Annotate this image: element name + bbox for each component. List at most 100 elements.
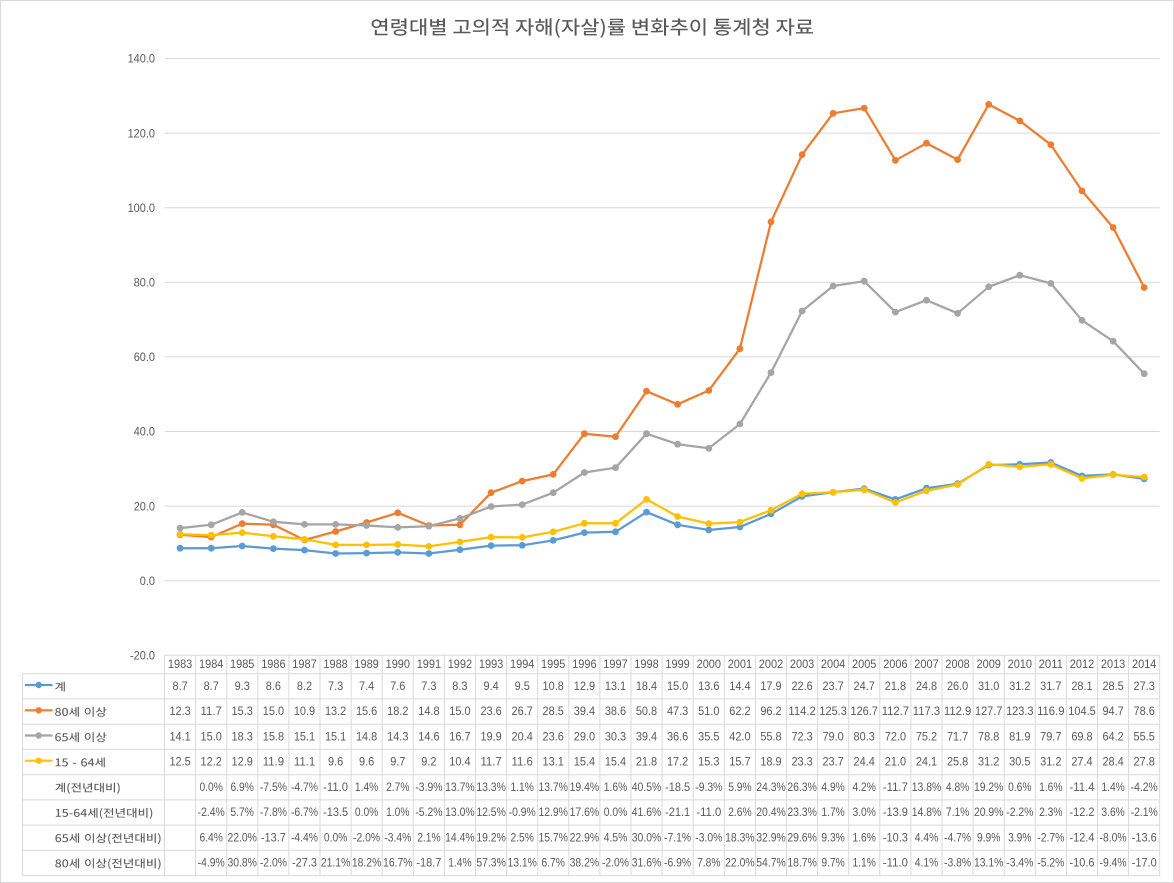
svg-text:14.8: 14.8 [356, 731, 377, 743]
svg-text:-7.5%: -7.5% [260, 782, 287, 794]
svg-text:15.8: 15.8 [263, 731, 284, 743]
svg-text:31.6%: 31.6% [632, 858, 662, 870]
svg-text:1992: 1992 [448, 659, 472, 671]
svg-text:26.0: 26.0 [947, 681, 968, 693]
svg-text:1989: 1989 [354, 659, 378, 671]
svg-text:24.8: 24.8 [916, 681, 937, 693]
svg-text:-11.4: -11.4 [1070, 782, 1096, 794]
svg-text:-2.0%: -2.0% [353, 832, 380, 844]
svg-text:18.3: 18.3 [232, 731, 253, 743]
svg-text:-3.8%: -3.8% [944, 858, 971, 870]
svg-text:17.2: 17.2 [667, 757, 688, 769]
svg-text:62.2: 62.2 [729, 706, 750, 718]
svg-text:2011: 2011 [1039, 659, 1063, 671]
svg-text:7.8%: 7.8% [697, 858, 720, 870]
svg-text:31.7: 31.7 [1040, 681, 1061, 693]
svg-text:80.3: 80.3 [854, 731, 875, 743]
svg-text:0.6%: 0.6% [1008, 782, 1031, 794]
svg-text:29.0: 29.0 [574, 731, 595, 743]
svg-text:7.1%: 7.1% [946, 807, 969, 819]
svg-text:15.7%: 15.7% [538, 832, 568, 844]
svg-text:1995: 1995 [541, 659, 565, 671]
svg-text:0.0%: 0.0% [200, 782, 223, 794]
svg-text:13.3%: 13.3% [476, 782, 506, 794]
svg-text:13.2: 13.2 [325, 706, 346, 718]
svg-text:9.3: 9.3 [235, 681, 250, 693]
svg-text:12.2: 12.2 [201, 757, 222, 769]
svg-text:28.4: 28.4 [1102, 757, 1124, 769]
svg-text:-7.1%: -7.1% [664, 832, 691, 844]
svg-text:-2.2%: -2.2% [1006, 807, 1033, 819]
svg-text:12.9: 12.9 [232, 757, 253, 769]
svg-text:14.6: 14.6 [418, 731, 439, 743]
svg-text:-5.2%: -5.2% [415, 807, 442, 819]
svg-text:22.0%: 22.0% [227, 832, 257, 844]
svg-text:-2.7%: -2.7% [1037, 832, 1064, 844]
svg-text:15.0: 15.0 [263, 706, 284, 718]
svg-text:79.0: 79.0 [822, 731, 843, 743]
svg-text:21.8: 21.8 [885, 681, 906, 693]
svg-text:2007: 2007 [914, 659, 938, 671]
svg-text:1988: 1988 [323, 659, 347, 671]
svg-text:19.9: 19.9 [480, 731, 501, 743]
svg-text:-0.9%: -0.9% [509, 807, 536, 819]
svg-text:-4.7%: -4.7% [944, 832, 971, 844]
svg-text:13.1: 13.1 [605, 681, 626, 693]
svg-text:15.0: 15.0 [201, 731, 222, 743]
svg-text:2005: 2005 [852, 659, 876, 671]
svg-text:117.3: 117.3 [913, 706, 940, 718]
svg-text:94.7: 94.7 [1102, 706, 1123, 718]
svg-text:78.8: 78.8 [978, 731, 999, 743]
svg-text:81.9: 81.9 [1009, 731, 1030, 743]
svg-text:1.4%: 1.4% [1101, 782, 1124, 794]
svg-text:-5.2%: -5.2% [1037, 858, 1064, 870]
svg-text:16.7: 16.7 [449, 731, 470, 743]
svg-text:9.6: 9.6 [359, 757, 374, 769]
svg-text:123.3: 123.3 [1006, 706, 1033, 718]
svg-text:31.2: 31.2 [978, 757, 999, 769]
svg-text:3.0%: 3.0% [853, 807, 876, 819]
svg-text:23.7: 23.7 [822, 681, 843, 693]
svg-text:20.4%: 20.4% [756, 807, 786, 819]
svg-text:4.5%: 4.5% [604, 832, 627, 844]
svg-text:-4.4%: -4.4% [291, 832, 318, 844]
svg-text:22.9%: 22.9% [570, 832, 600, 844]
svg-text:14.8: 14.8 [418, 706, 439, 718]
svg-text:75.2: 75.2 [916, 731, 937, 743]
svg-text:2013: 2013 [1101, 659, 1125, 671]
svg-text:18.7%: 18.7% [787, 858, 817, 870]
svg-text:15.3: 15.3 [232, 706, 253, 718]
svg-text:15.7: 15.7 [729, 757, 750, 769]
svg-text:-27.3: -27.3 [292, 858, 317, 870]
svg-text:32.9%: 32.9% [756, 832, 786, 844]
svg-text:40.0: 40.0 [134, 427, 155, 439]
svg-text:1996: 1996 [572, 659, 596, 671]
svg-text:19.4%: 19.4% [570, 782, 600, 794]
svg-text:-2.0%: -2.0% [602, 858, 629, 870]
svg-text:11.6: 11.6 [512, 757, 533, 769]
svg-text:2.3%: 2.3% [1039, 807, 1062, 819]
svg-text:26.7: 26.7 [512, 706, 533, 718]
svg-text:-13.7: -13.7 [261, 832, 286, 844]
svg-text:-9.4%: -9.4% [1100, 858, 1127, 870]
svg-text:-4.9%: -4.9% [198, 858, 225, 870]
svg-text:-3.4%: -3.4% [384, 832, 411, 844]
svg-text:1994: 1994 [510, 659, 535, 671]
svg-text:27.4: 27.4 [1071, 757, 1093, 769]
svg-text:-3.9%: -3.9% [415, 782, 442, 794]
svg-text:2010: 2010 [1008, 659, 1032, 671]
svg-text:-7.8%: -7.8% [260, 807, 287, 819]
svg-text:47.3: 47.3 [667, 706, 688, 718]
svg-text:24.7: 24.7 [854, 681, 875, 693]
svg-text:64.2: 64.2 [1102, 731, 1123, 743]
svg-text:-11.0: -11.0 [323, 782, 348, 794]
svg-text:13.1%: 13.1% [507, 858, 537, 870]
svg-text:15.3: 15.3 [698, 757, 719, 769]
svg-text:-21.1: -21.1 [665, 807, 690, 819]
svg-text:-3.4%: -3.4% [1006, 858, 1033, 870]
svg-text:22.6: 22.6 [791, 681, 812, 693]
svg-text:38.2%: 38.2% [570, 858, 600, 870]
svg-text:27.8: 27.8 [1134, 757, 1155, 769]
svg-text:21.1%: 21.1% [321, 858, 351, 870]
svg-text:1991: 1991 [417, 659, 441, 671]
